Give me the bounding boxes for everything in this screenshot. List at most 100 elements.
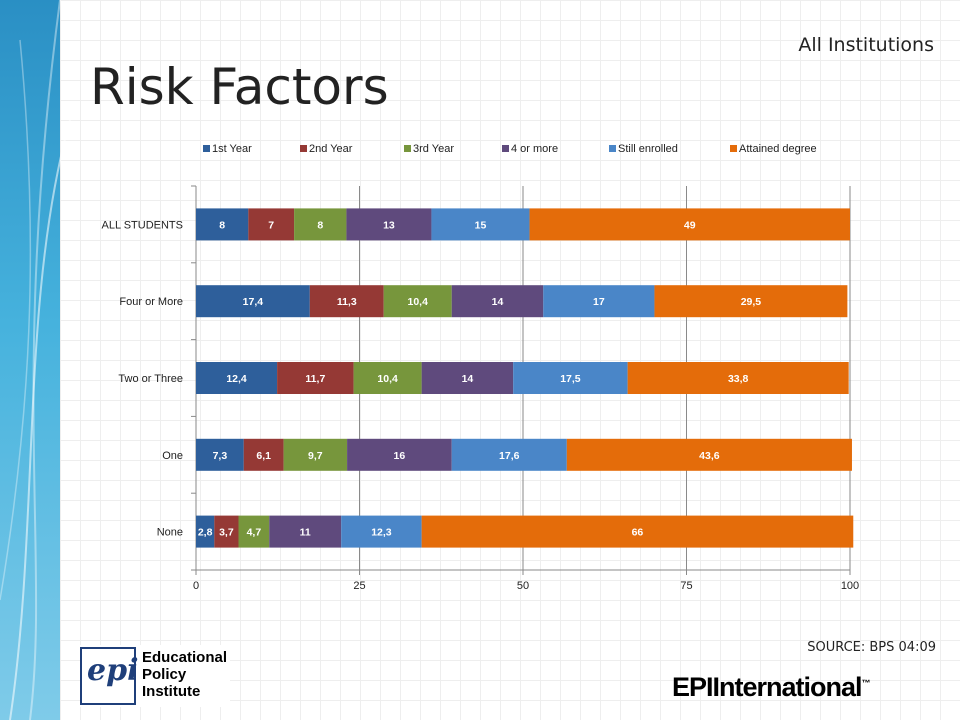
data-label: 49 <box>684 219 696 231</box>
data-label: 12,3 <box>371 527 392 539</box>
category-label: One <box>162 450 183 462</box>
data-label: 6,1 <box>256 450 271 462</box>
legend-swatch <box>609 145 616 152</box>
bar-segment <box>277 362 354 394</box>
x-tick-label: 25 <box>353 580 365 592</box>
bar-segment <box>421 362 514 394</box>
bar-segment <box>196 438 244 471</box>
data-label: 4,7 <box>247 527 262 539</box>
brand-name: EPIInternational <box>672 672 863 702</box>
bar-segment <box>654 285 848 318</box>
bar-segment <box>529 208 850 241</box>
x-tick-label: 0 <box>193 580 199 592</box>
data-label: 3,7 <box>219 527 234 539</box>
epi-logo-line: Policy <box>142 666 187 683</box>
category-label: ALL STUDENTS <box>101 219 183 231</box>
data-label: 9,7 <box>308 450 323 462</box>
legend-swatch <box>404 145 411 152</box>
legend-label: Attained degree <box>739 143 817 155</box>
bar-segment <box>196 208 249 241</box>
data-label: 13 <box>383 219 395 231</box>
x-tick-label: 100 <box>841 580 859 592</box>
data-label: 8 <box>219 219 225 231</box>
x-tick-label: 75 <box>680 580 692 592</box>
category-label: None <box>157 527 183 539</box>
bar-segment <box>543 285 655 318</box>
bar-segment <box>566 438 852 471</box>
bar-segment <box>196 515 215 548</box>
data-label: 43,6 <box>699 450 720 462</box>
stacked-bar-chart: 0 25 50 75 100 ALL STUDENTS 8 7 8 13 15 49 Four or M… <box>0 130 960 630</box>
data-label: 11,3 <box>337 296 357 308</box>
bar-segment <box>238 515 270 548</box>
legend-label: 1st Year <box>212 143 252 155</box>
epi-international-logo: EPIInternational™ <box>672 672 871 703</box>
bar-segment <box>214 515 239 548</box>
data-label: 12,4 <box>226 373 247 385</box>
slide-subtitle: All Institutions <box>798 34 934 56</box>
data-label: 14 <box>492 296 504 308</box>
data-label: 14 <box>462 373 474 385</box>
data-label: 10,4 <box>407 296 428 308</box>
brand-tm: ™ <box>861 678 871 688</box>
data-label: 15 <box>475 219 487 231</box>
legend-swatch <box>203 145 210 152</box>
bar-segment <box>294 208 347 241</box>
data-label: 17,4 <box>243 296 264 308</box>
slide-background <box>60 0 960 720</box>
legend-label: 3rd Year <box>413 143 454 155</box>
data-label: 11,7 <box>305 373 325 385</box>
bar-segment <box>513 362 628 394</box>
data-label: 33,8 <box>728 373 749 385</box>
legend-label: Still enrolled <box>618 143 678 155</box>
bar-segment <box>196 285 310 318</box>
epi-logo-text: Educational Policy Institute <box>142 649 227 700</box>
data-label: 7 <box>268 219 274 231</box>
category-label: Four or More <box>119 296 183 308</box>
legend-swatch <box>730 145 737 152</box>
epi-logo: epi Educational Policy Institute <box>80 645 230 707</box>
epi-logo-mark: epi <box>87 653 139 688</box>
bar-segment <box>627 362 849 394</box>
x-tick-label: 50 <box>517 580 529 592</box>
data-label: 2,8 <box>198 527 213 539</box>
data-label: 29,5 <box>741 296 762 308</box>
data-label: 17 <box>593 296 605 308</box>
bar-segment <box>451 438 567 471</box>
bar-segment <box>196 362 278 394</box>
bar-segment <box>346 208 432 241</box>
side-curves <box>0 0 71 720</box>
bar-segment <box>421 515 854 548</box>
bar-segment <box>353 362 422 394</box>
legend-swatch <box>502 145 509 152</box>
data-label: 66 <box>632 527 644 539</box>
bar-segment <box>243 438 284 471</box>
epi-logo-box: epi <box>80 647 139 705</box>
epi-logo-line: Educational <box>142 649 228 666</box>
bar-segment <box>431 208 530 241</box>
bar-segment <box>269 515 342 548</box>
legend-swatch <box>300 145 307 152</box>
legend-label: 2nd Year <box>309 143 353 155</box>
bar-segment <box>383 285 452 318</box>
legend-label: 4 or more <box>511 143 558 155</box>
data-label: 16 <box>394 450 406 462</box>
epi-logo-line: Institute <box>142 683 201 700</box>
category-label: Two or Three <box>118 373 183 385</box>
side-decoration <box>0 0 60 720</box>
bar-segment <box>341 515 422 548</box>
bar-segment <box>283 438 348 471</box>
slide-title: Risk Factors <box>90 58 389 116</box>
data-label: 10,4 <box>377 373 398 385</box>
bar-segment <box>248 208 295 241</box>
data-label: 17,6 <box>499 450 520 462</box>
bar-segment <box>309 285 384 318</box>
source-note: SOURCE: BPS 04:09 <box>807 640 936 655</box>
data-label: 7,3 <box>213 450 228 462</box>
bar-segment <box>347 438 452 471</box>
data-label: 17,5 <box>560 373 581 385</box>
bar-segment <box>451 285 544 318</box>
chart-svg: 0 25 50 75 100 ALL STUDENTS 8 7 8 13 15 49 Four or M… <box>101 143 859 592</box>
data-label: 11 <box>300 527 311 539</box>
data-label: 8 <box>317 219 323 231</box>
